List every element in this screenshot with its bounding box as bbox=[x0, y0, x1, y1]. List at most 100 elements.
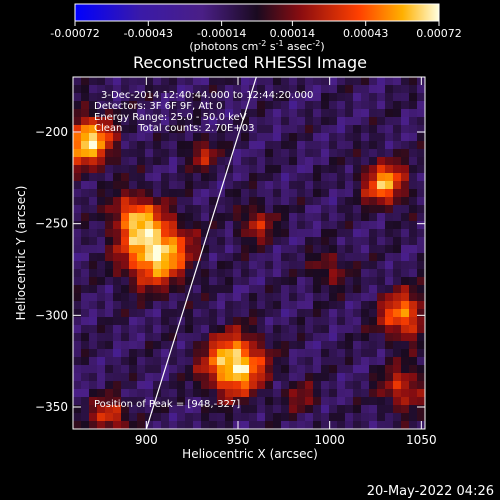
heatmap-cell bbox=[209, 365, 218, 374]
y-axis-label: Heliocentric Y (arcsec) bbox=[14, 186, 28, 321]
heatmap-cell bbox=[329, 197, 338, 206]
heatmap-cell bbox=[209, 237, 218, 246]
heatmap-cell bbox=[153, 245, 162, 254]
heatmap-cell bbox=[385, 101, 394, 110]
heatmap-cell bbox=[185, 389, 194, 398]
heatmap-cell bbox=[265, 181, 274, 190]
heatmap-cell bbox=[409, 397, 418, 406]
heatmap-cell bbox=[257, 213, 266, 222]
heatmap-cell bbox=[377, 221, 386, 230]
colorbar-tick-label: -0.00072 bbox=[50, 27, 99, 40]
heatmap-cell bbox=[409, 373, 418, 382]
heatmap-cell bbox=[329, 109, 338, 118]
heatmap-cell bbox=[353, 109, 362, 118]
heatmap-cell bbox=[97, 157, 106, 166]
heatmap-cell bbox=[273, 141, 282, 150]
heatmap-cell bbox=[177, 373, 186, 382]
heatmap-cell bbox=[97, 309, 106, 318]
heatmap-cell bbox=[321, 141, 330, 150]
heatmap-cell bbox=[393, 381, 402, 390]
heatmap-cell bbox=[129, 285, 138, 294]
heatmap-cell bbox=[409, 405, 418, 414]
heatmap-cell bbox=[289, 125, 298, 134]
heatmap-cell bbox=[81, 237, 90, 246]
heatmap-cell bbox=[321, 109, 330, 118]
heatmap-cell bbox=[289, 157, 298, 166]
heatmap-cell bbox=[249, 253, 258, 262]
heatmap-cell bbox=[145, 125, 154, 134]
heatmap-cell bbox=[233, 229, 242, 238]
heatmap-cell bbox=[241, 261, 250, 270]
heatmap-cell bbox=[177, 157, 186, 166]
heatmap-cell bbox=[313, 293, 322, 302]
heatmap-cell bbox=[193, 229, 202, 238]
heatmap-cell bbox=[97, 285, 106, 294]
heatmap-cell bbox=[81, 133, 90, 142]
heatmap-cell bbox=[97, 133, 106, 142]
heatmap-cell bbox=[193, 149, 202, 158]
heatmap-cell bbox=[353, 389, 362, 398]
heatmap-cell bbox=[73, 381, 82, 390]
heatmap-cell bbox=[401, 93, 410, 102]
heatmap-cell bbox=[241, 205, 250, 214]
heatmap-cell bbox=[353, 149, 362, 158]
heatmap-cell bbox=[257, 101, 266, 110]
heatmap-cell bbox=[305, 373, 314, 382]
heatmap-cell bbox=[385, 309, 394, 318]
heatmap-cell bbox=[241, 101, 250, 110]
heatmap-cell bbox=[129, 189, 138, 198]
heatmap-cell bbox=[161, 197, 170, 206]
heatmap-cell bbox=[401, 325, 410, 334]
heatmap-cell bbox=[353, 101, 362, 110]
heatmap-cell bbox=[177, 421, 186, 429]
heatmap-cell bbox=[273, 373, 282, 382]
heatmap-cell bbox=[145, 413, 154, 422]
heatmap-cell bbox=[273, 413, 282, 422]
heatmap-cell bbox=[401, 397, 410, 406]
heatmap-cell bbox=[281, 285, 290, 294]
heatmap-cell bbox=[89, 341, 98, 350]
heatmap-cell bbox=[265, 277, 274, 286]
heatmap-cell bbox=[353, 405, 362, 414]
heatmap-cell bbox=[409, 349, 418, 358]
heatmap-cell bbox=[345, 381, 354, 390]
heatmap-cell bbox=[89, 301, 98, 310]
heatmap-cell bbox=[393, 349, 402, 358]
heatmap-cell bbox=[385, 229, 394, 238]
heatmap-cell bbox=[225, 349, 234, 358]
heatmap-cell bbox=[393, 117, 402, 126]
heatmap-cell bbox=[193, 293, 202, 302]
heatmap-cell bbox=[225, 261, 234, 270]
heatmap-cell bbox=[153, 349, 162, 358]
heatmap-cell bbox=[353, 301, 362, 310]
heatmap-cell bbox=[145, 141, 154, 150]
heatmap-cell bbox=[401, 269, 410, 278]
heatmap-cell bbox=[129, 125, 138, 134]
heatmap-cell bbox=[233, 237, 242, 246]
heatmap-cell bbox=[321, 165, 330, 174]
heatmap-cell bbox=[225, 357, 234, 366]
heatmap-cell bbox=[121, 357, 130, 366]
heatmap-cell bbox=[185, 253, 194, 262]
heatmap-cell bbox=[233, 269, 242, 278]
heatmap-cell bbox=[73, 117, 82, 126]
heatmap-cell bbox=[73, 77, 82, 86]
heatmap-cell bbox=[81, 285, 90, 294]
heatmap-cell bbox=[417, 109, 425, 118]
heatmap-cell bbox=[145, 261, 154, 270]
heatmap-cell bbox=[385, 165, 394, 174]
heatmap-cell bbox=[281, 189, 290, 198]
heatmap-cell bbox=[401, 133, 410, 142]
heatmap-cell bbox=[169, 357, 178, 366]
heatmap-cell bbox=[121, 221, 130, 230]
heatmap-cell bbox=[105, 237, 114, 246]
heatmap-cell bbox=[137, 213, 146, 222]
heatmap-cell bbox=[345, 309, 354, 318]
heatmap-cell bbox=[297, 301, 306, 310]
heatmap-cell bbox=[361, 213, 370, 222]
heatmap-cell bbox=[377, 349, 386, 358]
heatmap-cell bbox=[401, 165, 410, 174]
heatmap-cell bbox=[289, 301, 298, 310]
heatmap-cell bbox=[321, 221, 330, 230]
heatmap-cell bbox=[129, 301, 138, 310]
